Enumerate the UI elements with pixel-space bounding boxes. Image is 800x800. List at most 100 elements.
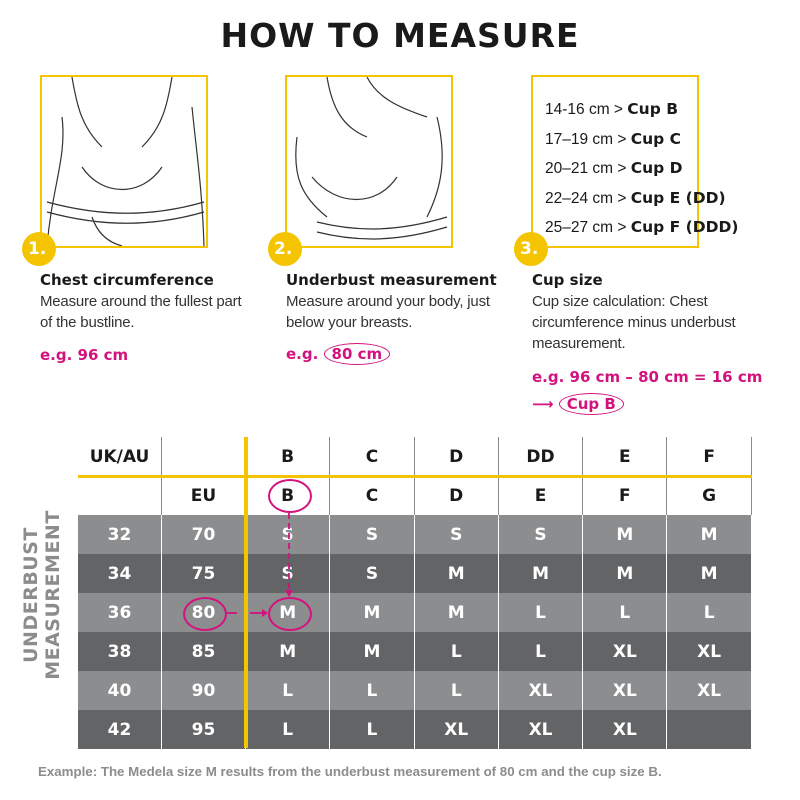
highlight-cup-b-circle bbox=[268, 479, 312, 513]
page-title: HOW TO MEASURE bbox=[220, 16, 580, 55]
table-cell: 95 bbox=[162, 710, 246, 749]
chest-measure-drawing bbox=[46, 76, 205, 247]
table-cell: L bbox=[583, 593, 668, 632]
cup-range-item: 14-16 cm > Cup B bbox=[545, 100, 679, 118]
table-cell: 70 bbox=[162, 515, 246, 554]
cup-range-item: 17–19 cm > Cup C bbox=[545, 129, 682, 148]
table-cell: M bbox=[583, 515, 668, 554]
table-cell: 90 bbox=[162, 671, 246, 710]
table-cell: M bbox=[330, 593, 415, 632]
table-cell: L bbox=[498, 632, 584, 671]
table-cell bbox=[162, 437, 246, 476]
underbust-measure-drawing bbox=[295, 76, 448, 240]
table-cell: L bbox=[246, 710, 331, 749]
step-2-heading: Underbust measurement bbox=[286, 271, 497, 289]
table-cell: XL bbox=[498, 710, 584, 749]
table-cell: XL bbox=[583, 710, 668, 749]
table-cell: XL bbox=[583, 632, 668, 671]
table-cell: B bbox=[246, 437, 331, 476]
cup-size-box bbox=[531, 75, 699, 248]
table-cell: XL bbox=[498, 671, 584, 710]
table-cell: L bbox=[414, 671, 499, 710]
table-cell: S bbox=[330, 515, 415, 554]
table-cell: M bbox=[246, 632, 331, 671]
table-cell: C bbox=[330, 437, 415, 476]
highlight-80-circle bbox=[183, 597, 227, 631]
table-row: 40 90 L L L XL XL XL bbox=[78, 671, 752, 710]
table-cell: E bbox=[583, 437, 668, 476]
table-row: 42 95 L L XL XL XL bbox=[78, 710, 752, 749]
table-cell: 75 bbox=[162, 554, 246, 593]
footer-note: Example: The Medela size M results from … bbox=[38, 764, 662, 779]
table-cell: EU bbox=[162, 476, 246, 515]
table-cell: L bbox=[330, 710, 415, 749]
step-number-2: 2. bbox=[268, 232, 302, 266]
chest-illustration bbox=[40, 75, 208, 248]
table-cell: 36 bbox=[78, 593, 162, 632]
column-divider bbox=[244, 437, 248, 748]
table-cell: D bbox=[414, 476, 499, 515]
example-value-circle: 80 cm bbox=[323, 343, 391, 365]
step-3-desc: Cup size calculation: Chest circumferenc… bbox=[532, 293, 736, 352]
cup-range-item: 22–24 cm > Cup E (DD) bbox=[545, 188, 726, 207]
step-1-example: e.g. 96 cm bbox=[40, 346, 129, 364]
table-cell: L bbox=[414, 632, 499, 671]
cup-range-item: 20–21 cm > Cup D bbox=[545, 159, 683, 177]
step-3-result: ⟶ Cup B bbox=[532, 393, 624, 415]
cup-range-item: 25–27 cm > Cup F (DDD) bbox=[545, 218, 739, 236]
table-cell: M bbox=[498, 554, 584, 593]
table-cell: L bbox=[330, 671, 415, 710]
table-cell: M bbox=[667, 515, 752, 554]
header-row-uk: UK/AU B C D DD E F bbox=[78, 437, 752, 476]
table-cell bbox=[78, 476, 162, 515]
step-2-example: e.g. 80 cm bbox=[286, 343, 391, 365]
step-3-heading: Cup size bbox=[532, 271, 603, 289]
table-cell: UK/AU bbox=[78, 437, 162, 476]
step-3-example: e.g. 96 cm – 80 cm = 16 cm bbox=[532, 368, 763, 386]
table-row: 32 70 S S S S M M bbox=[78, 515, 752, 554]
arrow-right-icon: ⟶ bbox=[532, 395, 554, 413]
highlight-m-circle bbox=[268, 597, 312, 631]
table-cell: L bbox=[246, 671, 331, 710]
table-cell: XL bbox=[667, 671, 752, 710]
step-2-desc: Measure around your body, just below you… bbox=[286, 293, 490, 331]
table-cell bbox=[667, 710, 752, 749]
result-circle: Cup B bbox=[558, 393, 624, 415]
step-1-desc: Measure around the fullest part of the b… bbox=[40, 293, 242, 331]
table-cell: M bbox=[583, 554, 668, 593]
underbust-illustration bbox=[285, 75, 453, 248]
table-cell: M bbox=[330, 632, 415, 671]
table-cell: E bbox=[498, 476, 584, 515]
table-cell: 85 bbox=[162, 632, 246, 671]
cup-size-list: 14-16 cm > Cup B 17–19 cm > Cup C 20–21 … bbox=[545, 95, 738, 243]
table-cell: F bbox=[667, 437, 752, 476]
table-cell: S bbox=[330, 554, 415, 593]
step-1-heading: Chest circumference bbox=[40, 271, 214, 289]
table-row: 38 85 M M L L XL XL bbox=[78, 632, 752, 671]
table-cell: 32 bbox=[78, 515, 162, 554]
table-cell: D bbox=[414, 437, 499, 476]
step-number-1: 1. bbox=[22, 232, 56, 266]
step-number-3: 3. bbox=[514, 232, 548, 266]
table-cell: S bbox=[498, 515, 584, 554]
table-cell: L bbox=[667, 593, 752, 632]
table-cell: M bbox=[414, 554, 499, 593]
table-cell: 42 bbox=[78, 710, 162, 749]
table-cell: XL bbox=[414, 710, 499, 749]
table-cell: XL bbox=[667, 632, 752, 671]
table-cell: G bbox=[667, 476, 752, 515]
table-cell: XL bbox=[583, 671, 668, 710]
table-cell: C bbox=[330, 476, 415, 515]
table-cell: F bbox=[583, 476, 668, 515]
table-cell: 40 bbox=[78, 671, 162, 710]
table-cell: M bbox=[667, 554, 752, 593]
table-cell: M bbox=[414, 593, 499, 632]
table-row: 34 75 S S M M M M bbox=[78, 554, 752, 593]
header-divider bbox=[78, 475, 752, 478]
table-cell: DD bbox=[498, 437, 584, 476]
table-cell: L bbox=[498, 593, 584, 632]
table-cell: S bbox=[414, 515, 499, 554]
table-cell: 38 bbox=[78, 632, 162, 671]
table-cell: 34 bbox=[78, 554, 162, 593]
